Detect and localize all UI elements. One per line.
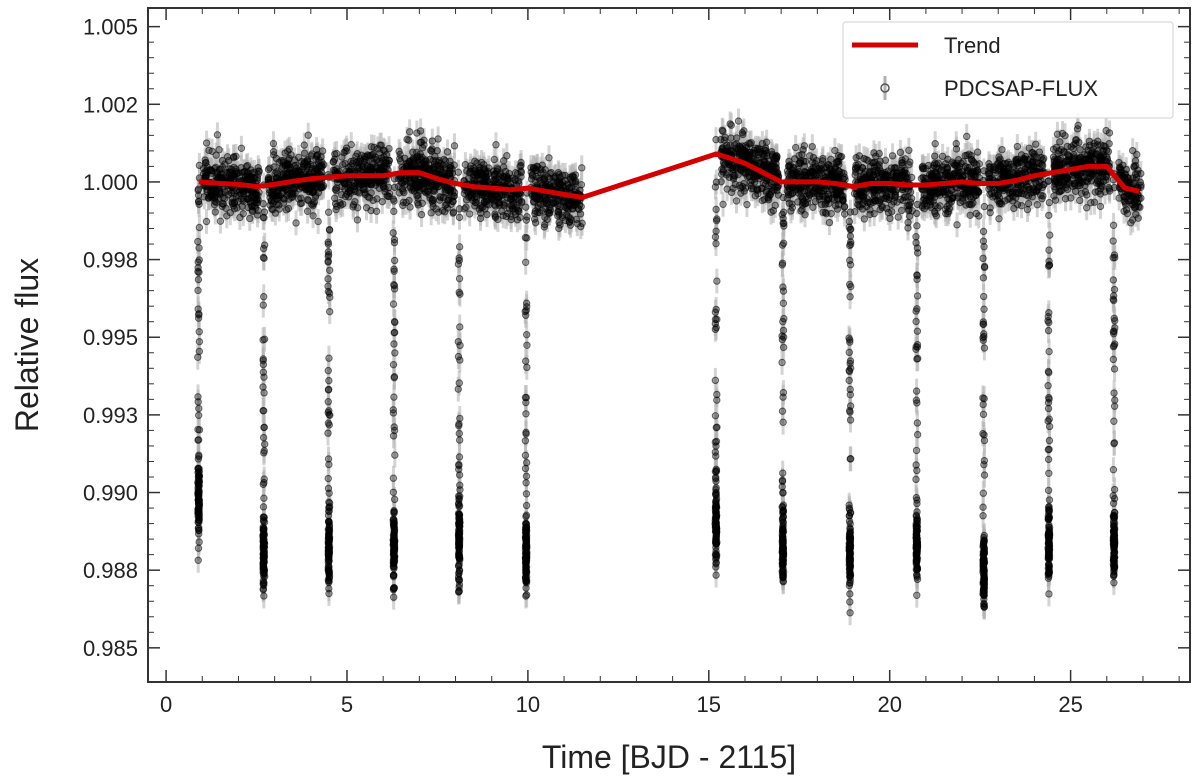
data-layer — [194, 108, 1145, 626]
